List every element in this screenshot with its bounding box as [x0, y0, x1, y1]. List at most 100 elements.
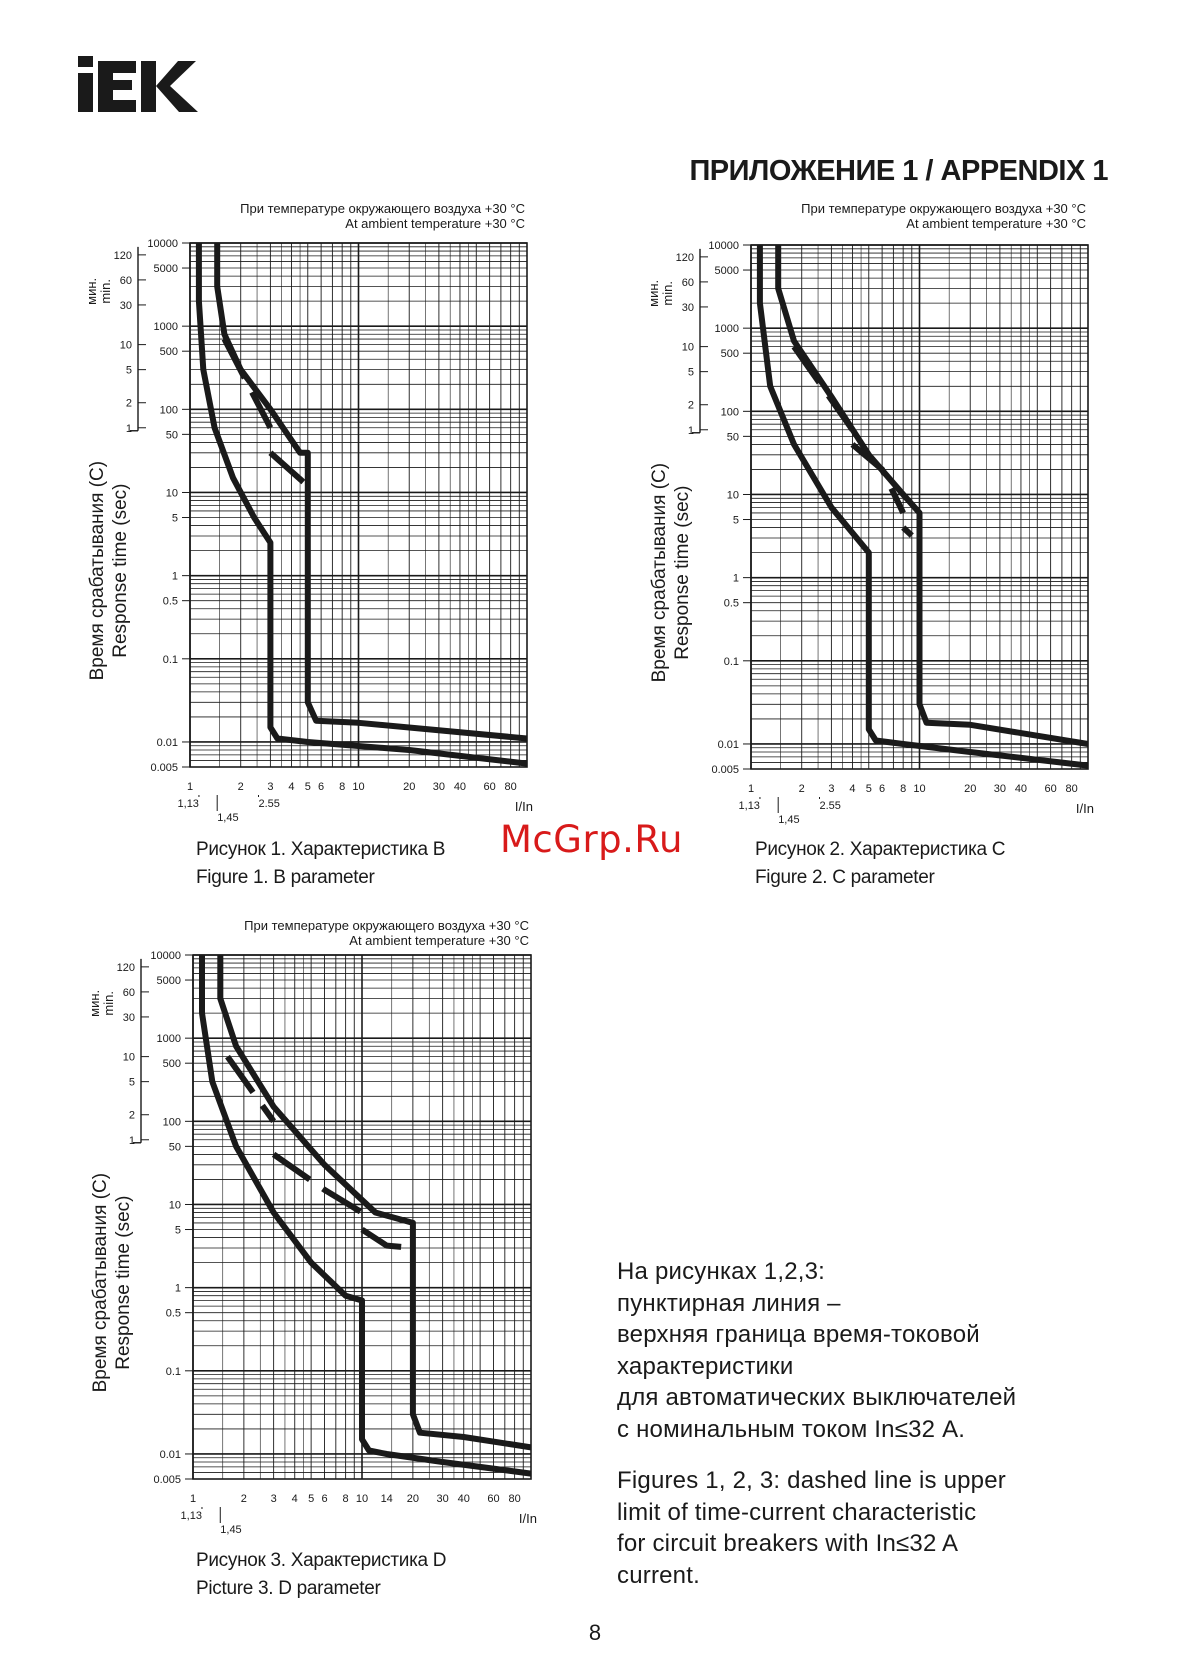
appendix-title: ПРИЛОЖЕНИЕ 1 / APPENDIX 1: [689, 155, 1108, 187]
minutes-tick-label: 5: [129, 1077, 135, 1089]
figure-3-caption: Рисунок 3. Характеристика D Picture 3. D…: [196, 1547, 447, 1603]
minutes-tick-label: 1: [126, 423, 132, 435]
minutes-tick-label: 60: [123, 987, 135, 999]
chart-c-characteristic: При температуре окружающего воздуха +30 …: [646, 201, 1094, 826]
y-axis: [130, 242, 190, 768]
temperature-note-en: At ambient temperature +30 °C: [349, 933, 529, 948]
x-tick-label: 1: [748, 783, 754, 795]
x-tick-label: 1: [190, 1493, 196, 1505]
x-tick-label: 2: [241, 1493, 247, 1505]
trip-curve: [214, 243, 528, 742]
x-axis-label: I/In: [515, 799, 533, 814]
minutes-label-en: min.: [101, 991, 116, 1016]
trip-curve: [775, 245, 1089, 747]
y-tick-label: 100: [721, 406, 739, 418]
minutes-tick-label: 10: [120, 340, 132, 352]
minutes-label-ru: мин.: [646, 280, 661, 307]
minutes-tick-label: 120: [117, 962, 135, 974]
x-tick-label-bottom: 1,13: [178, 798, 199, 810]
temperature-note-ru: При температуре окружающего воздуха +30 …: [801, 201, 1086, 216]
x-tick-label: 60: [1044, 783, 1056, 795]
x-tick-label: 2: [238, 781, 244, 793]
minutes-tick-label: 30: [123, 1012, 135, 1024]
y-axis-label-en: Response time (sec): [113, 1196, 134, 1370]
y-tick-label: 0.5: [724, 598, 739, 610]
upper-limit-dashed-curve: [791, 344, 855, 432]
x-axis-label: I/In: [1076, 801, 1094, 816]
y-tick-label: 5: [175, 1225, 181, 1237]
minutes-label-en: min.: [98, 279, 113, 304]
x-tick-label: 4: [292, 1493, 298, 1505]
chart-b-characteristic: При температуре окружающего воздуха +30 …: [84, 201, 533, 824]
minutes-tick-label: 60: [682, 277, 694, 289]
x-tick-label: 10: [352, 781, 364, 793]
minutes-tick-label: 5: [126, 365, 132, 377]
minutes-tick-label: 30: [120, 300, 132, 312]
y-axis-label-ru: Время срабатывания (С): [87, 461, 108, 681]
note-ru-line: На рисунках 1,2,3:: [617, 1258, 826, 1285]
iek-logo: [78, 56, 198, 112]
trip-curve: [195, 243, 528, 767]
y-tick-label: 5: [733, 515, 739, 527]
y-tick-label: 0.01: [160, 1449, 181, 1461]
x-tick-label: 5: [305, 781, 311, 793]
y-axis-label-ru: Время срабатывания (С): [649, 463, 670, 683]
y-tick-label: 0.01: [157, 737, 178, 749]
upper-limit-dashed-curve: [901, 525, 914, 538]
y-axis-label-en: Response time (sec): [672, 486, 693, 660]
x-tick-label: 60: [483, 781, 495, 793]
y-tick-label: 10000: [147, 238, 178, 250]
temperature-note-en: At ambient temperature +30 °C: [906, 216, 1086, 231]
figure-1-caption: Рисунок 1. Характеристика B Figure 1. B …: [196, 836, 445, 892]
minutes-tick-label: 1: [688, 425, 694, 437]
y-tick-label: 5000: [154, 263, 178, 275]
x-tick-label: 8: [339, 781, 345, 793]
x-tick-label: 40: [458, 1493, 470, 1505]
minutes-tick-label: 10: [682, 342, 694, 354]
x-tick-label: 80: [1066, 783, 1078, 795]
y-tick-label: 5000: [715, 265, 739, 277]
x-tick-label: 3: [828, 783, 834, 795]
temperature-note-ru: При температуре окружающего воздуха +30 …: [240, 201, 525, 216]
x-tick-label: 30: [994, 783, 1006, 795]
x-tick-label: 5: [866, 783, 872, 795]
y-tick-label: 100: [163, 1116, 181, 1128]
y-axis-label-en: Response time (sec): [110, 484, 131, 658]
figure-3-caption-en: Picture 3. D parameter: [196, 1578, 381, 1599]
y-tick-label: 50: [166, 429, 178, 441]
minutes-label-en: min.: [660, 281, 675, 306]
temperature-note-en: At ambient temperature +30 °C: [345, 216, 525, 231]
upper-limit-dashed-curve: [271, 1151, 364, 1216]
figure-1-caption-ru: Рисунок 1. Характеристика B: [196, 839, 446, 860]
upper-limit-dashed-curve: [225, 1054, 277, 1124]
y-tick-label: 0.005: [150, 762, 178, 774]
x-tick-label: 14: [381, 1493, 393, 1505]
trip-curve: [756, 245, 1089, 769]
y-tick-label: 10: [169, 1199, 181, 1211]
note-en-line: Figures 1, 2, 3: dashed line is upper: [617, 1467, 1006, 1494]
y-tick-label: 1: [172, 571, 178, 583]
y-tick-label: 0.01: [718, 739, 739, 751]
x-tick-label-bottom: 1,13: [181, 1510, 202, 1522]
y-tick-label: 10: [727, 489, 739, 501]
y-tick-label: 500: [163, 1058, 181, 1070]
y-tick-label: 1: [733, 573, 739, 585]
y-tick-label: 1000: [715, 323, 739, 335]
note-ru-line: пунктирная линия –: [617, 1289, 841, 1317]
minutes-tick-label: 30: [682, 302, 694, 314]
minutes-tick-label: 120: [114, 250, 132, 262]
figure-2-caption-ru: Рисунок 2. Характеристика C: [755, 839, 1006, 860]
x-tick-label: 20: [403, 781, 415, 793]
minutes-tick-label: 2: [688, 400, 694, 412]
trip-curve: [199, 955, 532, 1477]
x-tick-label-bottom: 1,45: [217, 812, 238, 824]
chart-d-characteristic: При температуре окружающего воздуха +30 …: [87, 918, 537, 1536]
x-tick-label: 6: [318, 781, 324, 793]
y-tick-label: 1000: [154, 321, 178, 333]
plot-frame: [750, 244, 1089, 770]
x-tick-label: 30: [437, 1493, 449, 1505]
x-tick-label: 40: [1015, 783, 1027, 795]
minutes-tick-label: 5: [688, 367, 694, 379]
x-tick-label: 1: [187, 781, 193, 793]
y-tick-label: 0.1: [724, 656, 739, 668]
